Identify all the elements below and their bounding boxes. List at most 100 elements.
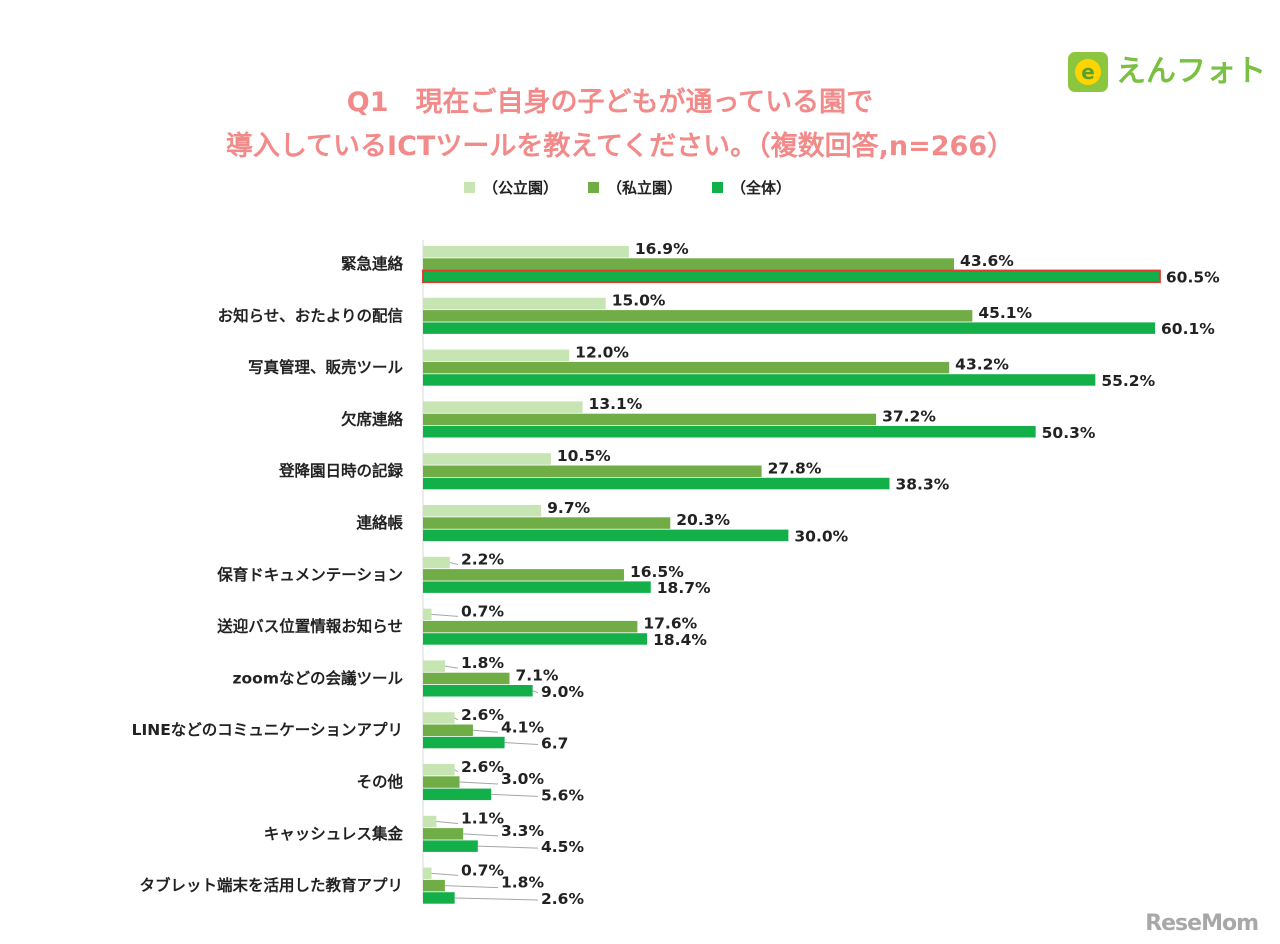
data-label: 4.1% <box>501 718 544 736</box>
leader-line <box>436 821 459 825</box>
bar-overall <box>423 736 505 749</box>
data-label: 7.1% <box>515 666 558 684</box>
bar-overall <box>423 426 1036 438</box>
legend-private-label: （私立園） <box>607 178 683 197</box>
data-label: 55.2% <box>1101 372 1155 390</box>
bar-private <box>423 258 955 270</box>
category-label: 送迎バス位置情報お知らせ <box>216 617 403 636</box>
chart-title-line1: Q1 現在ご自身の子どもが通っている園で <box>346 87 874 118</box>
data-label: 43.2% <box>955 356 1009 374</box>
bar-private <box>423 361 950 374</box>
enphoto-logo: e えんフォト <box>1068 50 1266 94</box>
leader-line <box>491 793 539 797</box>
bar-overall <box>423 529 789 542</box>
legend-public-label: （公立園） <box>483 178 559 197</box>
leader-line <box>431 872 459 876</box>
bar-private <box>423 413 877 426</box>
category-label: その他 <box>356 772 403 791</box>
leader-line <box>444 665 459 669</box>
leader-line <box>504 742 539 746</box>
data-label: 0.7% <box>461 602 504 620</box>
bar-public <box>423 867 432 880</box>
data-label: 16.9% <box>635 240 689 258</box>
bar-private <box>423 828 464 840</box>
data-label: 12.0% <box>575 343 629 361</box>
category-label: 写真管理、販売ツール <box>248 358 404 377</box>
data-label: 3.0% <box>501 770 544 788</box>
bar-overall <box>423 581 651 593</box>
bar-overall <box>422 269 1161 284</box>
bar-public <box>423 815 437 828</box>
data-label: 43.6% <box>960 252 1014 270</box>
category-label: タブレット端末を活用した教育アプリ <box>139 876 403 895</box>
data-label: 18.4% <box>653 631 707 649</box>
legend-private: （私立園） <box>588 176 682 198</box>
data-label: 2.6% <box>461 758 504 776</box>
bar-public <box>423 505 542 517</box>
bar-private <box>423 310 973 322</box>
bar-overall <box>423 840 478 852</box>
chart-title-line2: 導入しているICTツールを教えてください。（複数回答,n=266） <box>225 131 1015 162</box>
leader-line <box>477 845 539 849</box>
category-label: 緊急連絡 <box>341 254 404 273</box>
data-label: 1.8% <box>501 874 544 892</box>
data-label: 15.0% <box>612 292 666 310</box>
bar-overall <box>423 685 533 697</box>
legend-private-swatch <box>588 181 600 193</box>
data-label: 1.1% <box>461 810 504 828</box>
category-label: LINEなどのコミュニケーションアプリ <box>132 720 403 739</box>
category-label: 欠席連絡 <box>341 409 404 428</box>
data-label: 5.6% <box>541 786 584 804</box>
data-label: 1.8% <box>461 654 504 672</box>
data-label: 9.0% <box>541 683 584 701</box>
leader-line <box>449 562 459 566</box>
chart-legend: （公立園） （私立園） （全体） <box>464 176 791 198</box>
bar-public <box>423 660 445 672</box>
bar-private <box>423 776 460 788</box>
category-label: 連絡帳 <box>356 513 403 532</box>
legend-overall-swatch <box>712 181 724 193</box>
bar-private <box>423 620 638 633</box>
bar-public <box>423 764 455 776</box>
data-label: 4.5% <box>541 838 584 856</box>
data-label: 60.5% <box>1166 268 1220 286</box>
category-label: 登降園日時の記録 <box>278 461 404 480</box>
leader-line <box>454 769 459 773</box>
leader-line <box>454 897 539 901</box>
bar-private <box>423 724 473 736</box>
data-label: 50.3% <box>1042 424 1096 442</box>
bar-public <box>423 453 551 465</box>
leader-line <box>463 833 499 837</box>
category-label: お知らせ、おたよりの配信 <box>218 306 403 325</box>
data-label: 37.2% <box>882 407 936 425</box>
bar-public <box>423 608 432 621</box>
bar-overall <box>423 322 1156 334</box>
data-label: 16.5% <box>630 563 684 581</box>
data-label: 17.6% <box>643 615 697 633</box>
category-label: キャッシュレス集金 <box>264 824 404 843</box>
data-label: 2.6% <box>461 706 504 724</box>
category-label: zoomなどの会議ツール <box>233 668 404 687</box>
resemom-watermark: ReseMom <box>1145 911 1259 936</box>
logo-text: えんフォト <box>1116 54 1266 89</box>
bar-public <box>423 401 583 413</box>
data-label: 3.3% <box>501 822 544 840</box>
bar-public <box>423 712 455 724</box>
data-label: 13.1% <box>589 395 643 413</box>
data-label: 2.6% <box>541 890 584 908</box>
bar-overall <box>423 633 648 645</box>
bar-public <box>423 556 450 569</box>
bar-overall <box>423 892 455 904</box>
bar-private <box>423 569 624 581</box>
bar-private <box>423 879 445 892</box>
data-label: 20.3% <box>676 511 730 529</box>
bar-private <box>423 672 510 685</box>
data-label: 2.2% <box>461 551 504 569</box>
bar-private <box>423 517 671 529</box>
bar-private <box>423 465 762 477</box>
legend-public: （公立園） <box>464 176 558 198</box>
data-label: 9.7% <box>547 499 590 517</box>
leader-line <box>459 781 499 785</box>
leader-line <box>444 885 499 889</box>
